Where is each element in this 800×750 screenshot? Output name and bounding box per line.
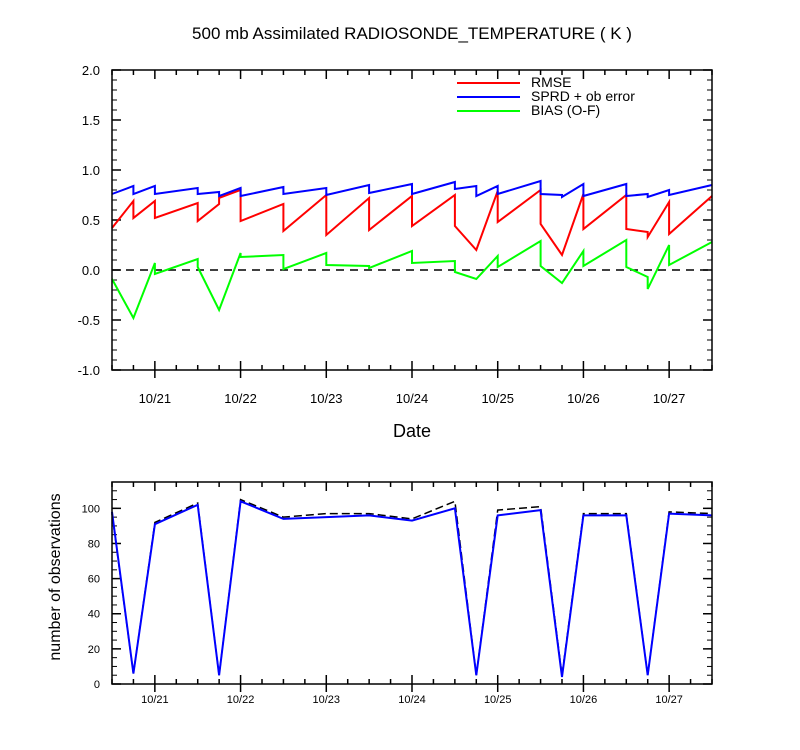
chart-title: 500 mb Assimilated RADIOSONDE_TEMPERATUR… xyxy=(192,24,632,43)
series-line-bias-o-f xyxy=(111,238,713,321)
x-tick-label: 10/22 xyxy=(224,391,257,406)
series-line-sprd-ob-error xyxy=(111,179,713,199)
plot-frame xyxy=(111,69,713,371)
observation-count-plot: 10/21 10/22 10/23 10/24 10/25 10/26 10/27 100 80… xyxy=(82,481,713,706)
x-tick-label: 10/25 xyxy=(484,694,512,706)
y-tick-label: 80 xyxy=(88,538,100,550)
legend-label: BIAS (O-F) xyxy=(531,102,600,118)
y-tick-label: -1.0 xyxy=(78,363,100,378)
x-tick-label: 10/27 xyxy=(653,391,686,406)
plot-frame xyxy=(111,481,713,685)
y-tick-label: 100 xyxy=(82,503,100,515)
x-tick-label: 10/26 xyxy=(570,694,598,706)
series-line-rmse xyxy=(111,188,713,258)
y-axis-label: number of observations xyxy=(47,493,64,660)
y-tick-label: 1.5 xyxy=(82,113,100,128)
y-tick-label: 1.0 xyxy=(82,163,100,178)
y-tick-label: 0.0 xyxy=(82,263,100,278)
rmse-sprd-bias-plot: 10/21 10/22 10/23 10/24 10/25 10/26 10/27 2.0 1.… xyxy=(78,63,713,406)
x-tick-label: 10/22 xyxy=(227,694,255,706)
x-axis-label: Date xyxy=(393,421,431,441)
y-tick-label: 40 xyxy=(88,609,100,621)
x-tick-label: 10/24 xyxy=(396,391,429,406)
y-tick-label: -0.5 xyxy=(78,313,100,328)
series-line-solid xyxy=(111,499,713,678)
x-tick-label: 10/23 xyxy=(313,694,341,706)
x-tick-label: 10/23 xyxy=(310,391,343,406)
y-tick-label: 0 xyxy=(94,679,100,691)
x-tick-label: 10/27 xyxy=(655,694,683,706)
x-tick-label: 10/25 xyxy=(481,391,514,406)
y-tick-label: 0.5 xyxy=(82,213,100,228)
y-tick-label: 60 xyxy=(88,574,100,586)
x-tick-label: 10/21 xyxy=(139,391,172,406)
legend-label: RMSE xyxy=(531,74,571,90)
series-line-dashed xyxy=(111,498,713,676)
x-tick-label: 10/26 xyxy=(567,391,600,406)
y-tick-label: 20 xyxy=(88,644,100,656)
x-tick-label: 10/24 xyxy=(398,694,426,706)
y-tick-label: 2.0 xyxy=(82,63,100,78)
x-tick-label: 10/21 xyxy=(141,694,169,706)
legend-label: SPRD + ob error xyxy=(531,88,635,104)
